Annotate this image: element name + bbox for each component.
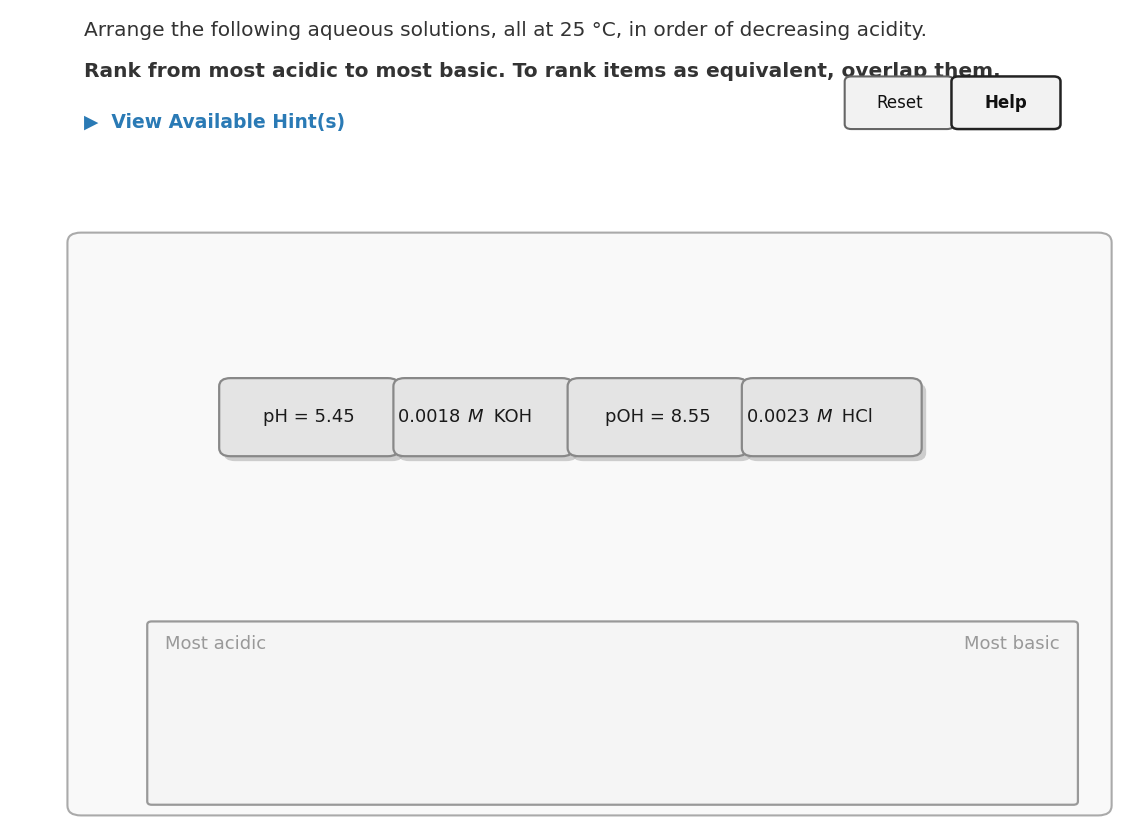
FancyBboxPatch shape (742, 378, 922, 456)
FancyBboxPatch shape (147, 621, 1078, 805)
Text: Most acidic: Most acidic (165, 635, 266, 653)
Text: 0.0023: 0.0023 (746, 409, 815, 426)
Text: Rank from most acidic to most basic. To rank items as equivalent, overlap them.: Rank from most acidic to most basic. To … (84, 62, 1001, 81)
Text: ▶  View Available Hint(s): ▶ View Available Hint(s) (84, 113, 345, 132)
Text: KOH: KOH (488, 409, 532, 426)
FancyBboxPatch shape (67, 233, 1112, 815)
Text: pH = 5.45: pH = 5.45 (263, 409, 355, 426)
FancyBboxPatch shape (951, 76, 1060, 129)
FancyBboxPatch shape (572, 383, 752, 461)
FancyBboxPatch shape (845, 76, 953, 129)
Text: 0.0018: 0.0018 (399, 409, 466, 426)
FancyBboxPatch shape (746, 383, 926, 461)
Text: Help: Help (985, 94, 1027, 112)
FancyBboxPatch shape (393, 378, 573, 456)
FancyBboxPatch shape (398, 383, 578, 461)
Text: HCl: HCl (836, 409, 873, 426)
Text: M: M (816, 409, 832, 426)
Text: Arrange the following aqueous solutions, all at 25 °C, in order of decreasing ac: Arrange the following aqueous solutions,… (84, 21, 927, 39)
FancyBboxPatch shape (219, 378, 399, 456)
FancyBboxPatch shape (224, 383, 404, 461)
Text: Reset: Reset (876, 94, 923, 112)
FancyBboxPatch shape (568, 378, 747, 456)
Text: M: M (468, 409, 483, 426)
Text: Most basic: Most basic (964, 635, 1060, 653)
Text: pOH = 8.55: pOH = 8.55 (605, 409, 710, 426)
